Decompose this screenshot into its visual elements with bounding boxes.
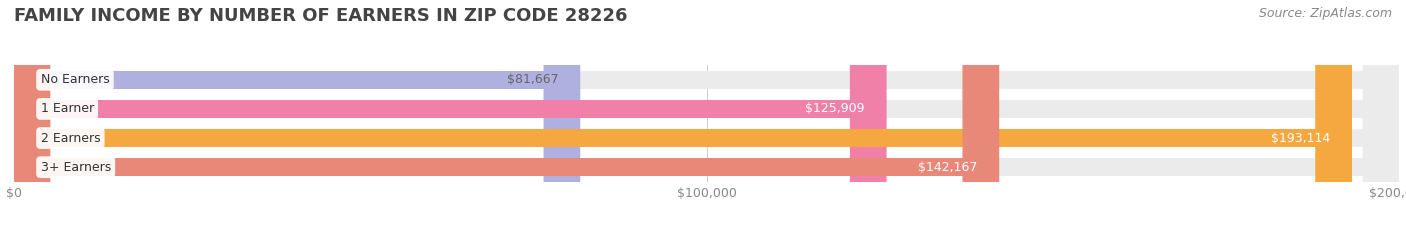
Circle shape — [14, 0, 49, 233]
Circle shape — [14, 0, 49, 233]
Circle shape — [14, 0, 49, 233]
Text: No Earners: No Earners — [41, 73, 110, 86]
Circle shape — [1364, 0, 1399, 233]
Text: $142,167: $142,167 — [918, 161, 977, 174]
Text: $125,909: $125,909 — [806, 103, 865, 115]
Text: Source: ZipAtlas.com: Source: ZipAtlas.com — [1258, 7, 1392, 20]
FancyBboxPatch shape — [32, 158, 1381, 176]
Text: 1 Earner: 1 Earner — [41, 103, 94, 115]
Circle shape — [14, 0, 49, 233]
Circle shape — [963, 0, 998, 233]
Text: FAMILY INCOME BY NUMBER OF EARNERS IN ZIP CODE 28226: FAMILY INCOME BY NUMBER OF EARNERS IN ZI… — [14, 7, 627, 25]
Circle shape — [14, 0, 49, 233]
FancyBboxPatch shape — [32, 100, 869, 118]
Circle shape — [14, 0, 49, 233]
Text: $81,667: $81,667 — [506, 73, 558, 86]
Circle shape — [1364, 0, 1399, 233]
Circle shape — [1364, 0, 1399, 233]
Text: 2 Earners: 2 Earners — [41, 132, 100, 144]
Circle shape — [14, 0, 49, 233]
Circle shape — [851, 0, 886, 233]
Text: 3+ Earners: 3+ Earners — [41, 161, 111, 174]
Circle shape — [14, 0, 49, 233]
FancyBboxPatch shape — [32, 129, 1334, 147]
Circle shape — [1364, 0, 1399, 233]
Text: $193,114: $193,114 — [1271, 132, 1330, 144]
FancyBboxPatch shape — [32, 158, 981, 176]
FancyBboxPatch shape — [32, 100, 1381, 118]
FancyBboxPatch shape — [32, 71, 1381, 89]
Circle shape — [1316, 0, 1351, 233]
Circle shape — [544, 0, 579, 233]
FancyBboxPatch shape — [32, 71, 562, 89]
FancyBboxPatch shape — [32, 129, 1381, 147]
